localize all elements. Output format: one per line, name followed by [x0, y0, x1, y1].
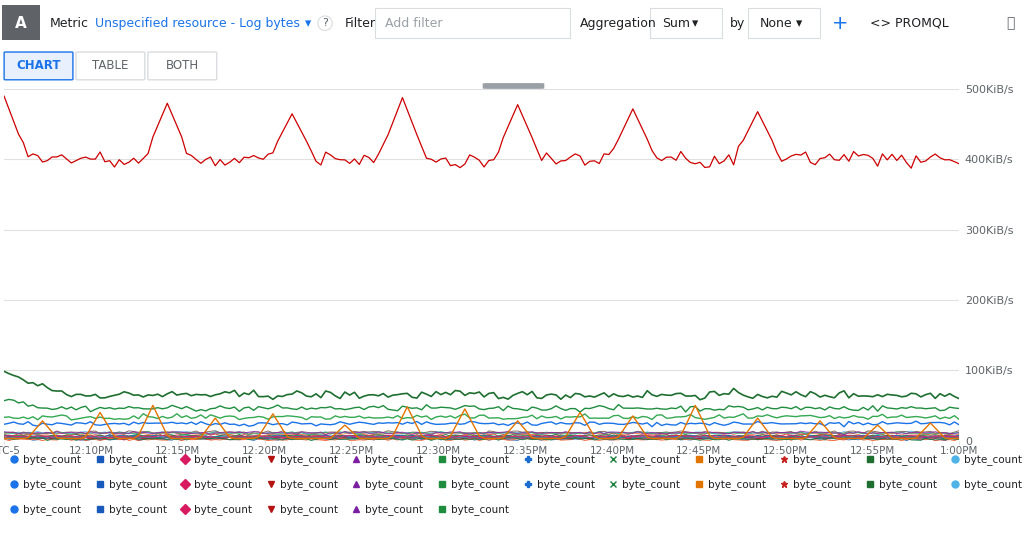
- Text: byte_count: byte_count: [23, 504, 81, 515]
- Text: by: by: [730, 17, 746, 30]
- Text: byte_count: byte_count: [964, 478, 1023, 490]
- Text: CHART: CHART: [16, 59, 61, 73]
- Text: ▾: ▾: [692, 17, 698, 30]
- Text: byte_count: byte_count: [366, 504, 423, 515]
- Text: byte_count: byte_count: [964, 454, 1023, 465]
- Text: Add filter: Add filter: [385, 17, 443, 30]
- Text: byte_count: byte_count: [622, 478, 680, 490]
- Text: TABLE: TABLE: [92, 59, 128, 73]
- Text: byte_count: byte_count: [708, 454, 766, 465]
- Bar: [650, 8, 722, 38]
- Text: byte_count: byte_count: [622, 454, 680, 465]
- Text: byte_count: byte_count: [23, 478, 81, 490]
- Text: byte_count: byte_count: [451, 454, 509, 465]
- Text: +: +: [832, 14, 848, 33]
- Text: byte_count: byte_count: [879, 454, 937, 465]
- Text: byte_count: byte_count: [536, 478, 595, 490]
- Text: byte_count: byte_count: [109, 504, 166, 515]
- Text: byte_count: byte_count: [451, 504, 509, 515]
- Text: byte_count: byte_count: [366, 454, 423, 465]
- Text: ⧉: ⧉: [1005, 16, 1015, 30]
- FancyBboxPatch shape: [76, 52, 145, 80]
- Text: byte_count: byte_count: [536, 454, 595, 465]
- Text: Sum: Sum: [662, 17, 690, 30]
- Bar: [748, 8, 820, 38]
- FancyBboxPatch shape: [148, 52, 217, 80]
- Text: byte_count: byte_count: [23, 454, 81, 465]
- Text: <> PROMQL: <> PROMQL: [870, 17, 949, 30]
- Text: byte_count: byte_count: [708, 478, 766, 490]
- Text: Unspecified resource - Log bytes: Unspecified resource - Log bytes: [96, 17, 300, 30]
- Text: A: A: [15, 15, 27, 30]
- Text: Filter: Filter: [345, 17, 376, 30]
- FancyBboxPatch shape: [4, 52, 73, 80]
- Text: byte_count: byte_count: [194, 504, 253, 515]
- Text: byte_count: byte_count: [194, 454, 253, 465]
- Text: byte_count: byte_count: [793, 454, 851, 465]
- Text: byte_count: byte_count: [194, 478, 253, 490]
- Text: ▾: ▾: [305, 17, 311, 30]
- Text: byte_count: byte_count: [793, 478, 851, 490]
- Text: byte_count: byte_count: [109, 478, 166, 490]
- Bar: [375, 8, 570, 38]
- Text: BOTH: BOTH: [165, 59, 199, 73]
- FancyBboxPatch shape: [483, 83, 544, 89]
- Text: ▾: ▾: [796, 17, 802, 30]
- Text: Aggregation: Aggregation: [580, 17, 656, 30]
- Text: byte_count: byte_count: [879, 478, 937, 490]
- Text: byte_count: byte_count: [279, 454, 338, 465]
- Text: byte_count: byte_count: [109, 454, 166, 465]
- Text: byte_count: byte_count: [366, 478, 423, 490]
- Text: None: None: [760, 17, 793, 30]
- Text: Metric: Metric: [50, 17, 89, 30]
- Bar: [2, 5, 40, 41]
- Text: byte_count: byte_count: [279, 504, 338, 515]
- Text: byte_count: byte_count: [279, 478, 338, 490]
- Text: ?: ?: [322, 18, 328, 28]
- Text: byte_count: byte_count: [451, 478, 509, 490]
